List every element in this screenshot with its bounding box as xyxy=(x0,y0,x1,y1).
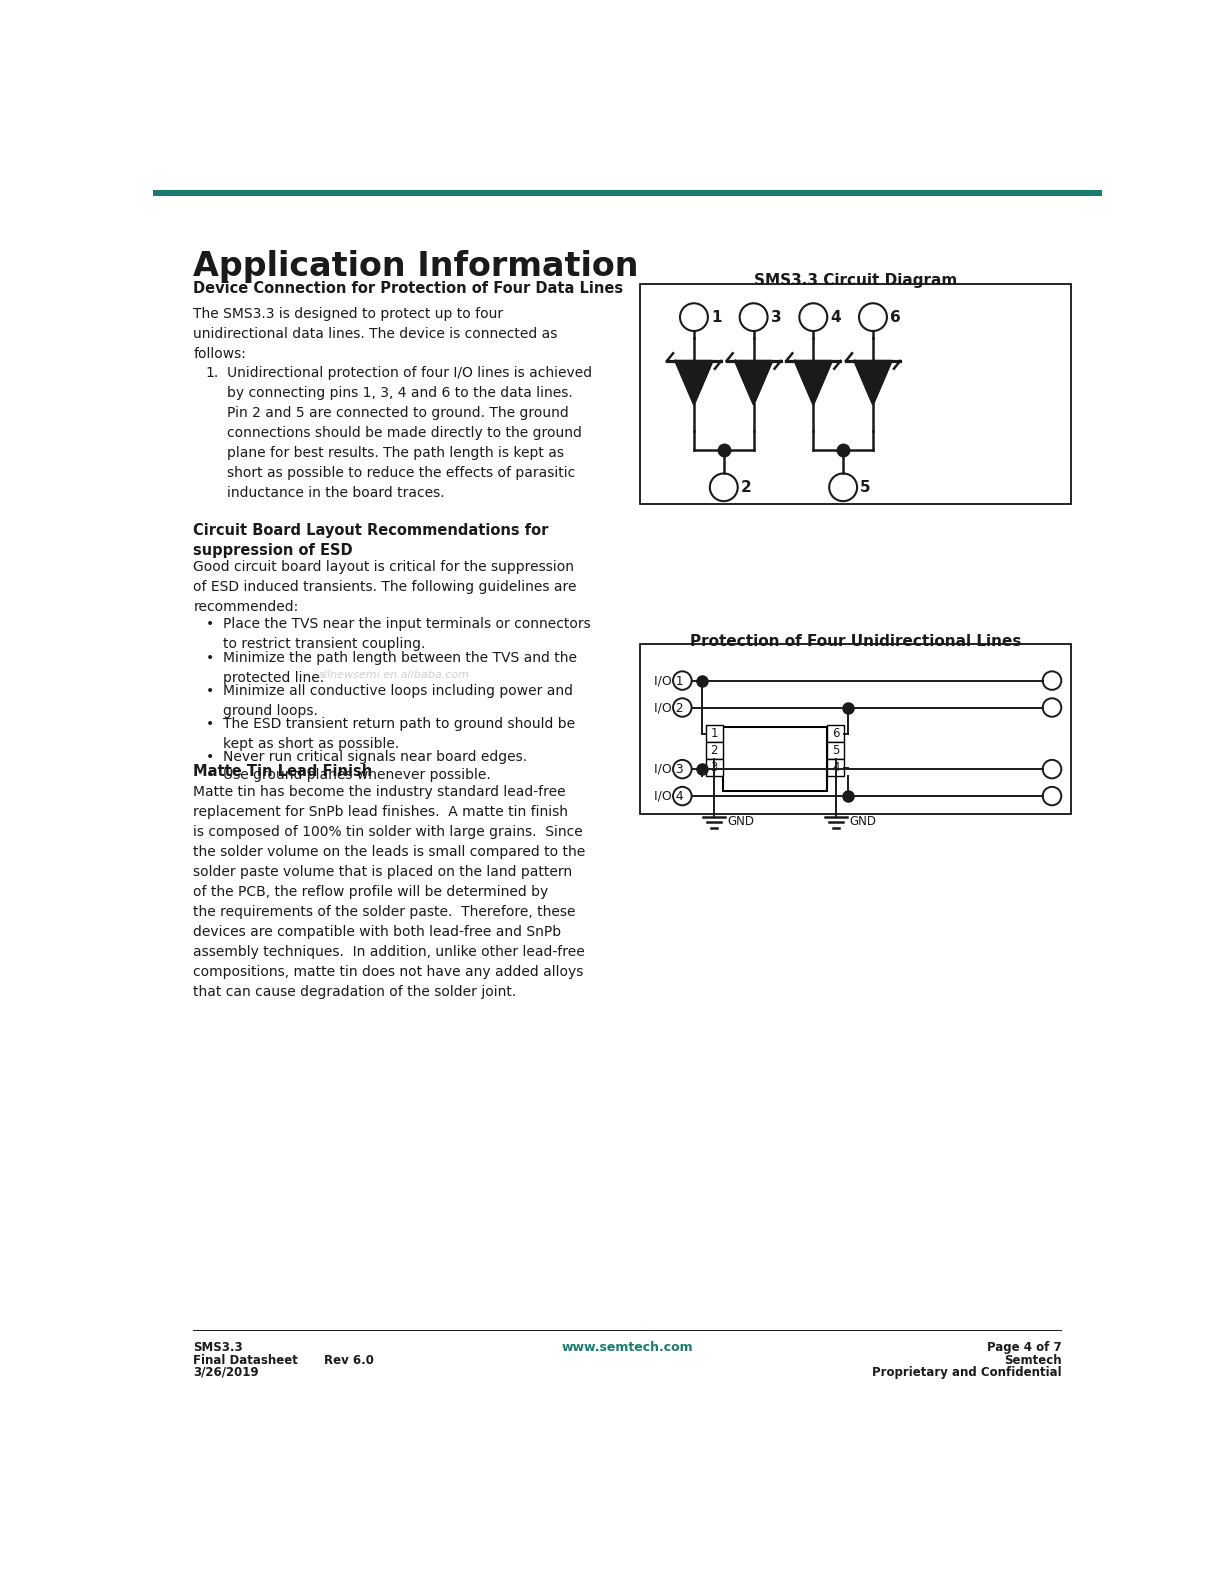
Bar xyxy=(705,725,722,743)
Text: Minimize the path length between the TVS and the
protected line.: Minimize the path length between the TVS… xyxy=(223,651,577,684)
Text: 6: 6 xyxy=(890,309,901,325)
Text: Protection of Four Unidirectional Lines: Protection of Four Unidirectional Lines xyxy=(690,634,1021,648)
Text: 4: 4 xyxy=(830,309,841,325)
Text: Rev 6.0: Rev 6.0 xyxy=(323,1354,373,1367)
Text: 5: 5 xyxy=(832,744,840,757)
Text: 3: 3 xyxy=(710,760,717,775)
Text: Final Datasheet: Final Datasheet xyxy=(193,1354,299,1367)
Text: Matte Tin Lead Finish: Matte Tin Lead Finish xyxy=(193,763,372,779)
Text: •: • xyxy=(206,749,214,763)
Polygon shape xyxy=(794,361,832,404)
Text: 2: 2 xyxy=(741,480,752,494)
Text: Never run critical signals near board edges.: Never run critical signals near board ed… xyxy=(223,749,526,763)
Text: I/O 1: I/O 1 xyxy=(654,675,683,687)
Bar xyxy=(705,743,722,759)
Polygon shape xyxy=(736,361,772,404)
Bar xyxy=(153,190,1102,196)
Text: •: • xyxy=(206,716,214,730)
Text: 4: 4 xyxy=(832,760,840,775)
Bar xyxy=(705,759,722,776)
Bar xyxy=(827,725,845,743)
Text: Proprietary and Confidential: Proprietary and Confidential xyxy=(871,1365,1061,1378)
Text: I/O 3: I/O 3 xyxy=(654,762,683,776)
Text: www.semtech.com: www.semtech.com xyxy=(562,1342,693,1354)
Text: 1.: 1. xyxy=(206,366,219,380)
Bar xyxy=(640,284,1071,504)
Text: Semtech: Semtech xyxy=(1004,1354,1061,1367)
Text: 5: 5 xyxy=(860,480,870,494)
Text: •: • xyxy=(206,684,214,697)
Text: Place the TVS near the input terminals or connectors
to restrict transient coupl: Place the TVS near the input terminals o… xyxy=(223,618,590,651)
Text: Matte tin has become the industry standard lead-free
replacement for SnPb lead f: Matte tin has become the industry standa… xyxy=(193,784,585,1000)
Text: •: • xyxy=(206,618,214,632)
Text: Application Information: Application Information xyxy=(193,250,639,284)
Text: Device Connection for Protection of Four Data Lines: Device Connection for Protection of Four… xyxy=(193,280,623,296)
Text: Page 4 of 7: Page 4 of 7 xyxy=(987,1342,1061,1354)
Bar xyxy=(722,727,827,790)
Text: 2: 2 xyxy=(710,744,717,757)
Bar xyxy=(640,645,1071,814)
Text: The SMS3.3 is designed to protect up to four
unidirectional data lines. The devi: The SMS3.3 is designed to protect up to … xyxy=(193,307,558,361)
Text: Unidirectional protection of four I/O lines is achieved
by connecting pins 1, 3,: Unidirectional protection of four I/O li… xyxy=(228,366,592,501)
Text: 1: 1 xyxy=(710,727,717,740)
Text: allnewsemi.en.alibaba.com: allnewsemi.en.alibaba.com xyxy=(317,670,469,680)
Text: •: • xyxy=(206,651,214,665)
Bar xyxy=(827,759,845,776)
Text: Minimize all conductive loops including power and
ground loops.: Minimize all conductive loops including … xyxy=(223,684,573,718)
Text: 3: 3 xyxy=(771,309,781,325)
Text: I/O 2: I/O 2 xyxy=(654,702,683,714)
Text: Good circuit board layout is critical for the suppression
of ESD induced transie: Good circuit board layout is critical fo… xyxy=(193,559,577,613)
Text: GND: GND xyxy=(849,816,876,828)
Bar xyxy=(827,743,845,759)
Polygon shape xyxy=(676,361,712,404)
Polygon shape xyxy=(854,361,891,404)
Text: The ESD transient return path to ground should be
kept as short as possible.: The ESD transient return path to ground … xyxy=(223,716,575,751)
Text: 1: 1 xyxy=(711,309,721,325)
Text: 3/26/2019: 3/26/2019 xyxy=(193,1365,259,1378)
Text: GND: GND xyxy=(727,816,754,828)
Text: •: • xyxy=(206,768,214,781)
Text: 6: 6 xyxy=(832,727,840,740)
Text: I/O 4: I/O 4 xyxy=(654,789,683,803)
Text: Circuit Board Layout Recommendations for
suppression of ESD: Circuit Board Layout Recommendations for… xyxy=(193,523,548,558)
Text: SMS3.3 Circuit Diagram: SMS3.3 Circuit Diagram xyxy=(754,272,957,288)
Text: Use ground planes whenever possible.: Use ground planes whenever possible. xyxy=(223,768,491,781)
Text: SMS3.3: SMS3.3 xyxy=(193,1342,242,1354)
